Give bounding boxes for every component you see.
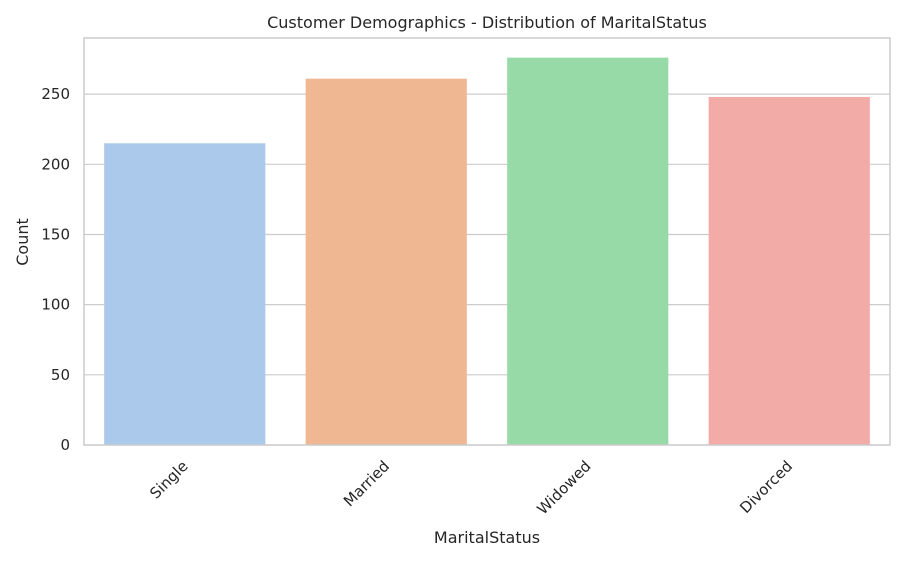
bar-married — [305, 78, 467, 445]
y-tick-label: 100 — [41, 296, 70, 314]
y-tick-label: 150 — [41, 225, 70, 243]
y-tick-label: 250 — [41, 85, 70, 103]
bar-divorced — [708, 96, 870, 445]
plot-frame — [83, 37, 891, 446]
bar-widowed — [507, 57, 669, 445]
y-tick-label: 0 — [60, 436, 70, 454]
bar-single — [104, 143, 266, 446]
chart-title: Customer Demographics - Distribution of … — [267, 13, 707, 32]
y-tick-label: 200 — [41, 155, 70, 173]
y-tick-label: 50 — [51, 366, 70, 384]
x-axis-title: MaritalStatus — [434, 528, 540, 547]
plot-border — [83, 37, 891, 446]
y-axis-title: Count — [13, 218, 32, 266]
y-axis-ticks: 0 50 100 150 200 250 — [41, 85, 70, 454]
bars — [104, 57, 870, 446]
